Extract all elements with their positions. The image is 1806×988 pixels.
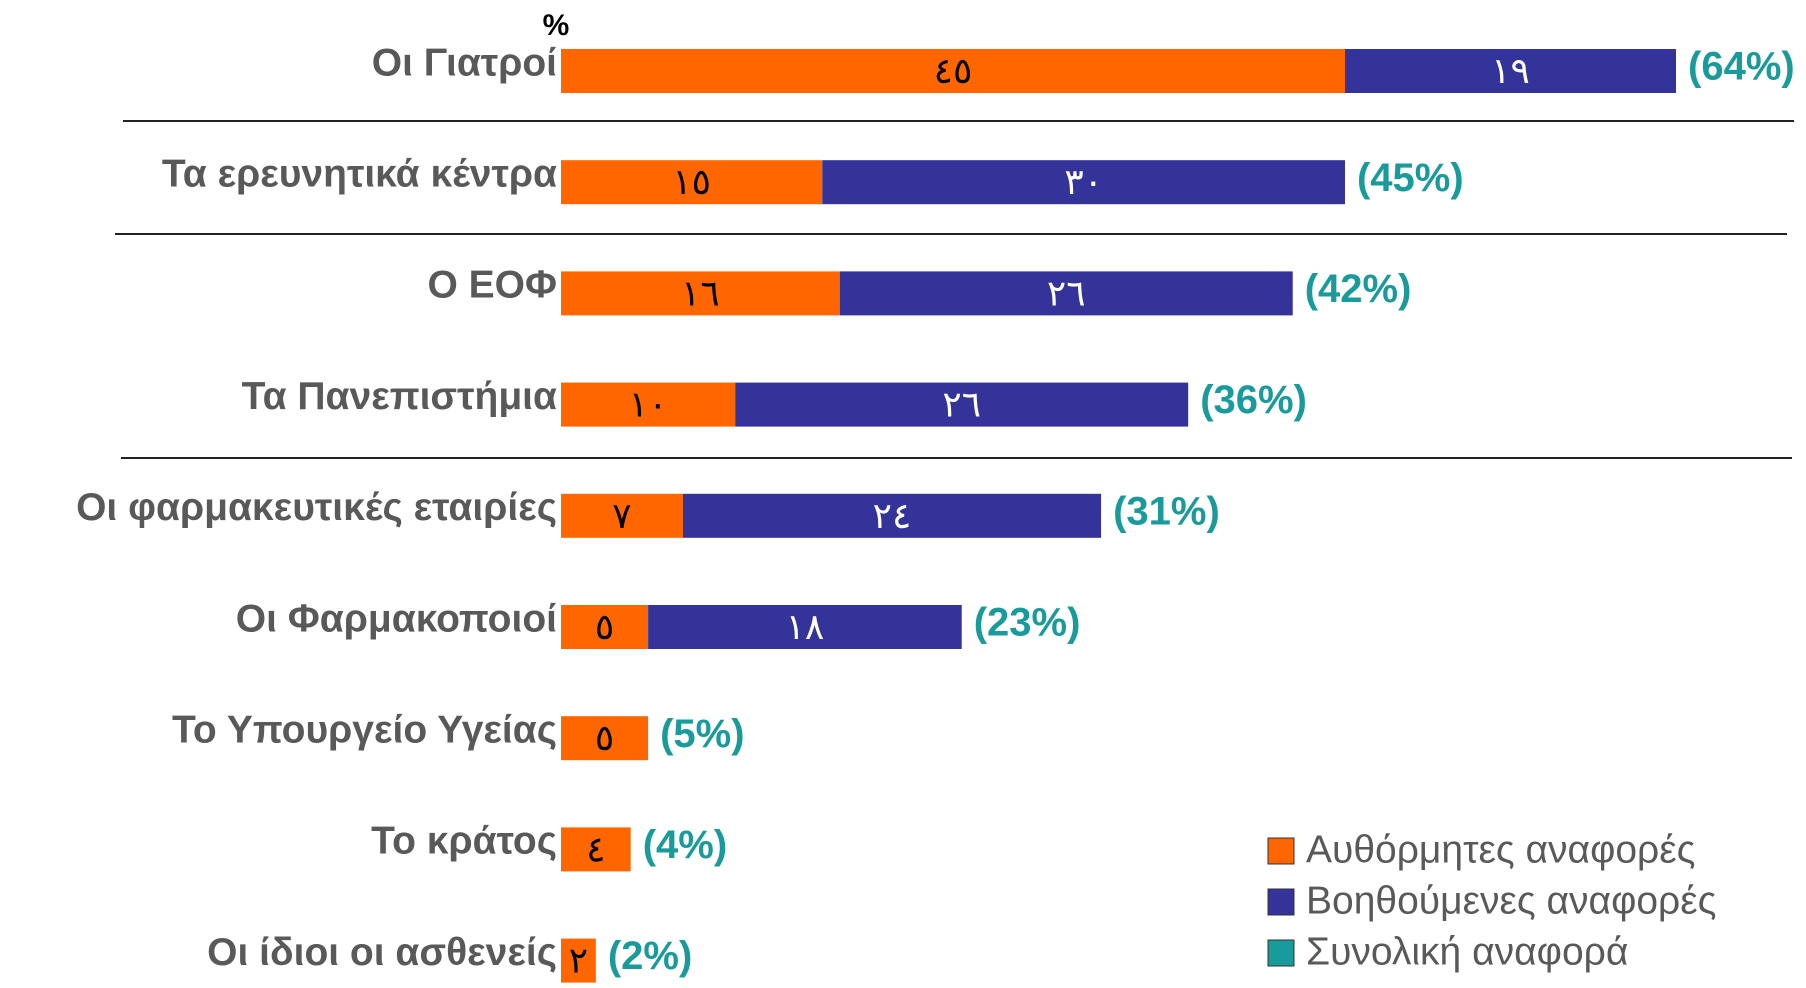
bar-segment — [561, 716, 649, 761]
bar-segment — [561, 271, 840, 316]
value-label: ٤ — [586, 829, 605, 870]
category-label: Ο ΕΟΦ — [427, 264, 557, 307]
bar-segment — [561, 827, 631, 872]
value-label: ٧ — [612, 496, 631, 537]
bar-segment — [561, 493, 683, 538]
total-label: (4%) — [643, 823, 727, 867]
value-label: ١٥ — [672, 162, 711, 203]
total-label: (64%) — [1688, 45, 1795, 89]
category-label: Τα Πανεπιστήμια — [242, 375, 557, 418]
legend-swatch — [1267, 939, 1295, 967]
total-label: (42%) — [1305, 267, 1412, 311]
bar-segment — [839, 271, 1293, 316]
legend-label: Αυθόρμητες αναφορές — [1306, 828, 1695, 871]
category-label: Οι Γιατροί — [372, 41, 557, 84]
legend-label: Συνολική αναφορά — [1306, 930, 1628, 973]
category-label: Το Υπουργείο Υγείας — [172, 708, 557, 751]
bar-segment — [1344, 49, 1676, 93]
category-label: Τα ερευνητικά κέντρα — [162, 152, 557, 195]
value-label: ١٩ — [1491, 51, 1530, 92]
legend-label: Βοηθούμενες αναφορές — [1306, 879, 1716, 922]
total-label: (36%) — [1200, 378, 1307, 422]
bar-segment — [682, 493, 1102, 538]
bar-segment — [561, 49, 1345, 93]
bar-segment — [561, 938, 596, 983]
value-label: ١٠ — [629, 385, 668, 426]
value-label: ٢٦ — [1047, 273, 1086, 314]
value-label: ١٦ — [681, 273, 720, 314]
legend-swatch — [1267, 837, 1295, 865]
total-label: (31%) — [1113, 489, 1220, 533]
unit-label: % — [543, 9, 570, 42]
total-label: (45%) — [1357, 156, 1464, 200]
bar-segment — [648, 605, 962, 649]
legend-swatch — [1267, 888, 1295, 916]
total-label: (5%) — [660, 712, 744, 756]
bar-segment — [561, 605, 649, 649]
value-label: ٢٦ — [942, 385, 981, 426]
category-label: Οι Φαρμακοποιοί — [236, 597, 557, 640]
value-label: ٥ — [595, 718, 614, 759]
total-label: (23%) — [974, 601, 1081, 645]
total-label: (2%) — [608, 934, 692, 978]
bar-segment — [735, 382, 1189, 427]
value-label: ١٨ — [786, 607, 825, 648]
category-label: Οι φαρμακευτικές εταιρίες — [76, 486, 557, 529]
value-label: ٢ — [569, 941, 588, 982]
value-label: ٥ — [595, 607, 614, 648]
value-label: ٢٤ — [873, 496, 912, 537]
value-label: ٤٥ — [934, 51, 973, 92]
bar-segment — [561, 382, 736, 427]
category-label: Οι ίδιοι οι ασθενείς — [207, 931, 557, 974]
bar-segment — [561, 160, 823, 205]
value-label: ٣٠ — [1064, 162, 1103, 203]
bar-segment — [822, 160, 1345, 205]
category-label: Το κράτος — [371, 820, 557, 863]
